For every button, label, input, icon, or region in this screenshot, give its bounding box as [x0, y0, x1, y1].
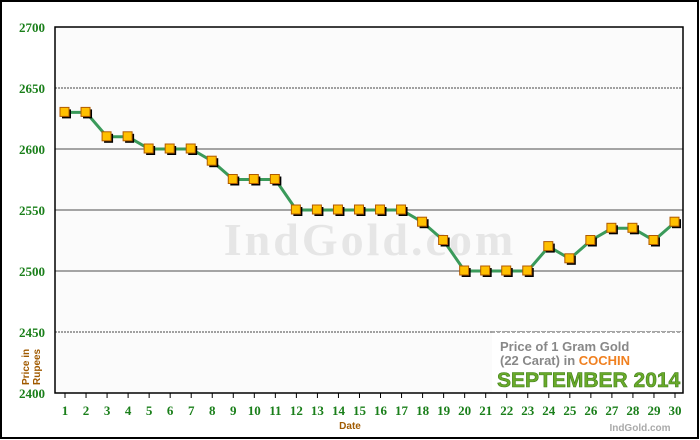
- data-point: [564, 253, 575, 264]
- y-axis-label-line: Price in: [21, 349, 32, 385]
- legend-line2: (22 Carat) in COCHIN: [500, 353, 630, 368]
- plot-border: [54, 26, 684, 394]
- x-tick-label: 19: [437, 403, 451, 418]
- legend-line1: Price of 1 Gram Gold: [500, 339, 629, 354]
- data-point: [417, 216, 428, 227]
- x-tick-label: 12: [290, 403, 303, 418]
- y-axis-label-line: Rupees: [32, 348, 43, 385]
- x-tick-label: 4: [125, 403, 132, 418]
- x-tick-label: 10: [248, 403, 261, 418]
- data-point: [185, 143, 196, 154]
- legend-city: COCHIN: [579, 353, 630, 368]
- data-point: [669, 216, 680, 227]
- data-point: [164, 143, 175, 154]
- x-tick-label: 28: [626, 403, 640, 418]
- y-tick-label: 2400: [19, 386, 45, 401]
- x-tick-label: 17: [395, 403, 409, 418]
- data-point: [353, 204, 364, 215]
- x-tick-label: 16: [374, 403, 388, 418]
- x-tick-label: 7: [188, 403, 195, 418]
- x-tick-label: 9: [230, 403, 237, 418]
- legend-month: SEPTEMBER 2014: [497, 369, 681, 392]
- data-point: [522, 265, 533, 276]
- data-point: [227, 174, 238, 184]
- x-tick-label: 1: [62, 403, 69, 418]
- data-point: [375, 204, 386, 215]
- data-point: [543, 241, 554, 252]
- y-tick-label: 2650: [19, 81, 45, 96]
- data-point: [501, 265, 512, 276]
- data-point: [311, 204, 322, 215]
- x-tick-label: 8: [209, 403, 216, 418]
- data-point: [206, 155, 217, 166]
- data-point: [101, 131, 112, 142]
- credit: IndGold.com: [609, 423, 670, 434]
- watermark: IndGold.com: [224, 214, 516, 265]
- x-tick-label: 25: [563, 403, 577, 418]
- data-point: [143, 143, 154, 154]
- x-tick-label: 24: [542, 403, 556, 418]
- y-tick-label: 2700: [19, 20, 45, 35]
- data-point: [332, 204, 343, 215]
- x-tick-label: 20: [458, 403, 471, 418]
- data-point: [396, 204, 407, 215]
- x-tick-label: 6: [167, 403, 174, 418]
- data-point: [648, 235, 659, 245]
- data-point: [459, 265, 470, 276]
- x-tick-label: 27: [605, 403, 619, 418]
- data-point: [438, 235, 449, 245]
- x-tick-label: 13: [311, 403, 325, 418]
- data-point: [290, 204, 301, 215]
- x-axis-label: Date: [339, 421, 361, 432]
- y-tick-label: 2550: [19, 203, 45, 218]
- data-point: [80, 106, 91, 117]
- data-point: [627, 222, 638, 233]
- y-tick-label: 2600: [19, 142, 45, 157]
- x-tick-label: 5: [146, 403, 153, 418]
- x-tick-label: 2: [83, 403, 90, 418]
- x-tick-label: 18: [416, 403, 430, 418]
- legend-line2-prefix: (22 Carat) in: [500, 353, 579, 368]
- x-tick-label: 3: [104, 403, 111, 418]
- data-point: [269, 174, 280, 184]
- x-tick-label: 29: [647, 403, 661, 418]
- y-tick-label: 2500: [19, 264, 45, 279]
- legend-box-bg: [492, 332, 682, 393]
- y-tick-label: 2450: [19, 325, 45, 340]
- x-tick-label: 22: [500, 403, 513, 418]
- x-tick-label: 23: [521, 403, 535, 418]
- data-point: [480, 265, 491, 276]
- data-point: [606, 222, 617, 233]
- y-axis-label: Price inRupees: [21, 348, 43, 385]
- x-tick-label: 14: [332, 403, 346, 418]
- x-tick-label: 30: [669, 403, 682, 418]
- x-tick-label: 26: [584, 403, 598, 418]
- data-point: [122, 131, 133, 142]
- data-point: [248, 174, 259, 184]
- x-tick-label: 11: [269, 403, 281, 418]
- x-tick-label: 15: [353, 403, 367, 418]
- data-point: [59, 106, 70, 117]
- x-tick-label: 21: [479, 403, 492, 418]
- data-point: [585, 235, 596, 245]
